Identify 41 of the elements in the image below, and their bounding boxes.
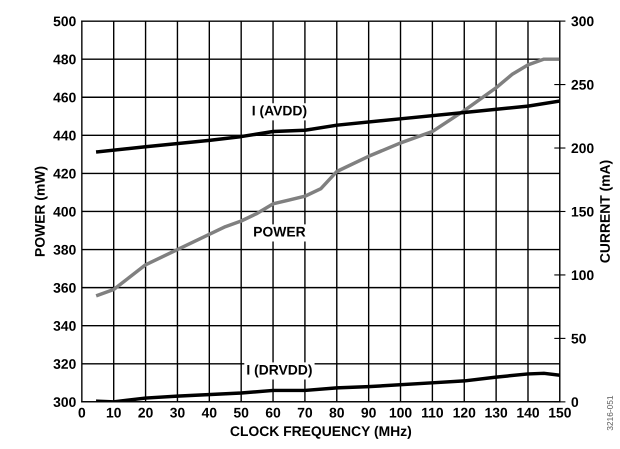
y2-tick-label: 50: [571, 334, 586, 344]
x-tick-label: 130: [485, 408, 508, 418]
y-tick-label: 400: [53, 206, 76, 217]
x-tick-label: 40: [202, 408, 216, 418]
y2-tick-label: 200: [571, 143, 594, 154]
x-tick-label: 30: [170, 408, 185, 418]
x-tick-label: 10: [106, 408, 121, 418]
text: 3216-051: [607, 396, 613, 430]
x-tick-label: 80: [330, 408, 344, 418]
y2-axis-title: CURRENT (mA): [600, 160, 613, 263]
x-tick-label: 90: [361, 408, 376, 418]
y2-tick-label: 150: [572, 206, 594, 217]
y-tick-label: 440: [53, 130, 76, 140]
x-tick-label: 0: [78, 408, 86, 418]
y-tick-label: 340: [53, 321, 76, 331]
y-tick-label: 460: [53, 92, 76, 102]
y-tick-label: 380: [53, 244, 76, 255]
x-tick-label: 100: [390, 408, 412, 418]
y-tick-label: 320: [53, 359, 76, 369]
x-tick-label: 150: [549, 408, 571, 418]
y2-tick-label: 300: [571, 16, 594, 26]
y-tick-label: 360: [53, 282, 76, 293]
y2-tick-label: 0: [572, 397, 578, 408]
y-axis-title: POWER (mW): [34, 166, 48, 256]
x-tick-label: 120: [454, 408, 476, 418]
x-tick-label: 110: [422, 408, 444, 418]
series-label: I (DRVDD): [247, 364, 312, 378]
y2-tick-label: 100: [572, 270, 594, 280]
y-tick-label: 480: [53, 54, 76, 64]
x-tick-label: 70: [298, 408, 312, 418]
y-tick-label: 500: [54, 16, 76, 26]
x-tick-label: 20: [138, 408, 153, 418]
y-tick-label: 420: [53, 168, 76, 179]
y2-tick-label: 250: [571, 80, 594, 90]
series-label: I (AVDD): [252, 105, 306, 118]
x-axis-title: CLOCK FREQUENCY (MHz): [230, 426, 412, 439]
y-tick-label: 300: [53, 397, 76, 408]
x-tick-label: 140: [517, 408, 540, 418]
x-tick-label: 60: [266, 408, 280, 418]
x-tick-label: 50: [234, 408, 248, 418]
series-label: POWER: [254, 226, 306, 237]
